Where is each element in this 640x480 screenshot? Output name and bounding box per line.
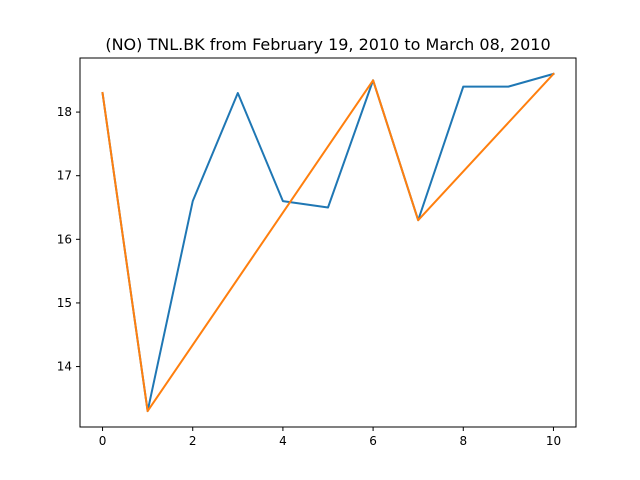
x-tick-label: 4 bbox=[279, 434, 287, 448]
x-tick-label: 2 bbox=[189, 434, 197, 448]
series-line-2 bbox=[101, 72, 555, 413]
y-tick-label: 18 bbox=[57, 105, 72, 119]
x-tick-label: 0 bbox=[99, 434, 107, 448]
y-axis: 14 15 16 17 18 bbox=[57, 105, 80, 374]
y-tick-label: 16 bbox=[57, 232, 72, 246]
x-axis: 0 2 4 6 8 10 bbox=[99, 427, 561, 448]
x-tick-label: 6 bbox=[369, 434, 377, 448]
series-layer bbox=[101, 72, 555, 413]
y-tick-label: 14 bbox=[57, 360, 72, 374]
chart-title: (NO) TNL.BK from February 19, 2010 to Ma… bbox=[105, 35, 550, 54]
y-tick-label: 15 bbox=[57, 296, 72, 310]
series-line-1 bbox=[101, 72, 555, 413]
x-tick-label: 10 bbox=[546, 434, 561, 448]
x-tick-label: 8 bbox=[459, 434, 467, 448]
plot-frame bbox=[79, 57, 577, 428]
y-tick-label: 17 bbox=[57, 169, 72, 183]
